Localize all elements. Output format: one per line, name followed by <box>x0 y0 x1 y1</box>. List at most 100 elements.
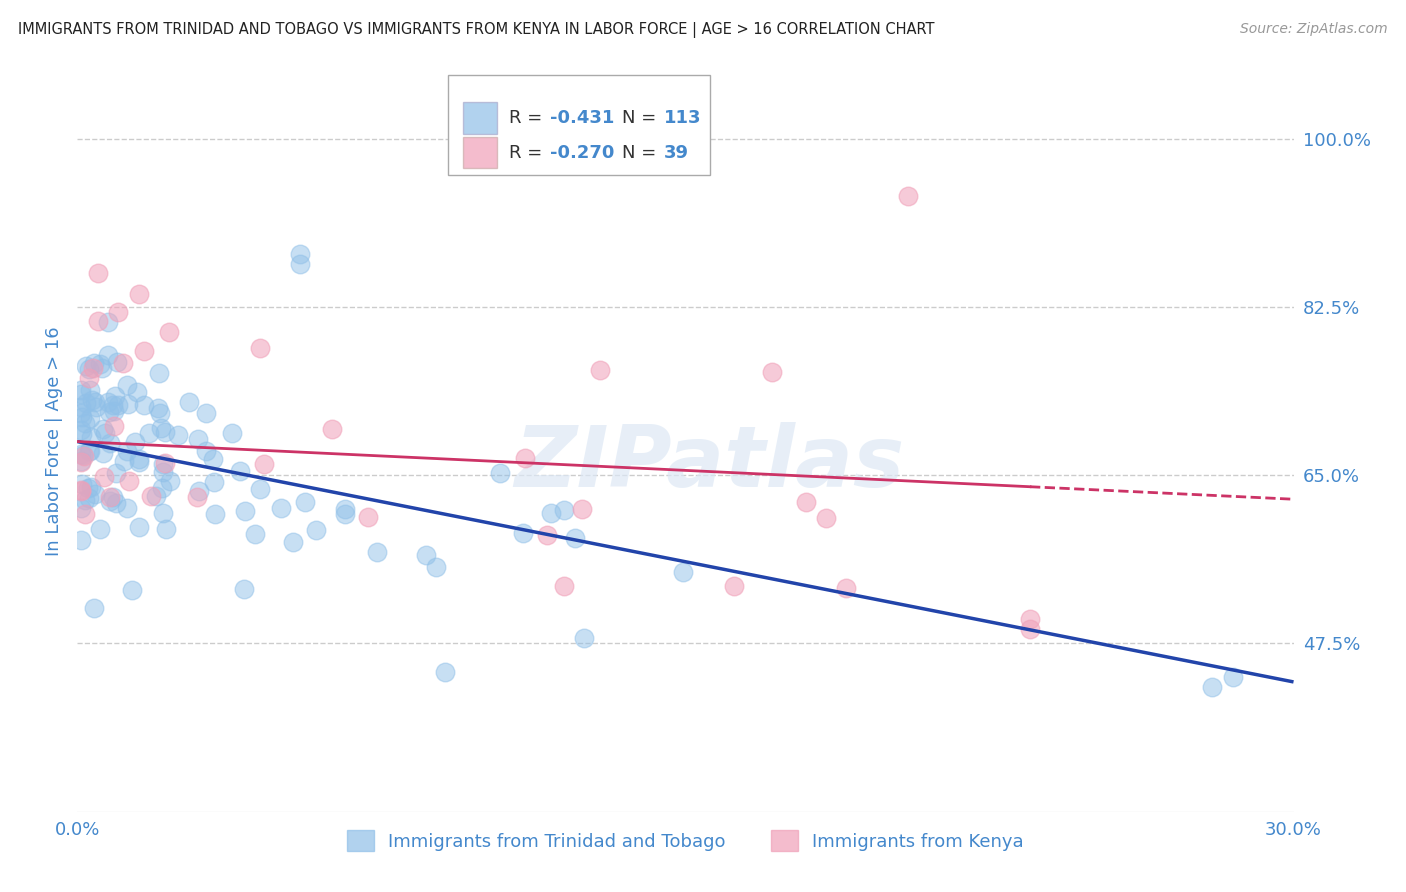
Point <box>152 465 174 479</box>
Point <box>157 325 180 339</box>
Point <box>117 475 139 489</box>
Point <box>97 347 120 361</box>
Point <box>177 395 200 409</box>
Point <box>515 450 537 465</box>
Point <box>121 583 143 598</box>
Point <box>70 387 93 401</box>
Point <box>434 665 457 680</box>
Point <box>148 367 170 381</box>
Point <box>93 469 115 483</box>
Point <box>103 398 125 412</box>
Point <box>202 475 225 489</box>
Bar <box>449 75 710 175</box>
Point <box>155 456 177 470</box>
Point <box>672 566 695 580</box>
Point <box>270 500 292 515</box>
Point <box>103 404 125 418</box>
Point <box>104 466 127 480</box>
Point <box>186 491 208 505</box>
Point <box>305 523 328 537</box>
Point <box>290 257 312 271</box>
Point <box>83 600 105 615</box>
Point <box>70 455 93 469</box>
Point <box>152 506 174 520</box>
Point <box>117 397 139 411</box>
Y-axis label: In Labor Force | Age > 16: In Labor Force | Age > 16 <box>45 326 63 557</box>
Point <box>89 357 111 371</box>
Point <box>94 425 117 440</box>
Point <box>100 436 122 450</box>
Point <box>70 454 93 468</box>
Point <box>79 444 101 458</box>
Point <box>84 401 107 415</box>
Point <box>98 491 121 505</box>
Point <box>75 396 97 410</box>
Point <box>70 423 93 437</box>
Point <box>77 362 100 376</box>
Point <box>512 525 534 540</box>
Point <box>90 360 112 375</box>
Point <box>75 493 97 508</box>
Point <box>125 384 148 399</box>
Point <box>82 361 104 376</box>
Point <box>80 480 103 494</box>
Point <box>79 371 101 385</box>
Text: R =: R = <box>509 144 548 161</box>
Point <box>540 507 562 521</box>
Point <box>72 427 94 442</box>
Point <box>366 544 388 558</box>
Point <box>155 522 177 536</box>
Text: 39: 39 <box>664 144 689 161</box>
Point <box>77 481 100 495</box>
Point <box>115 444 138 458</box>
Text: IMMIGRANTS FROM TRINIDAD AND TOBAGO VS IMMIGRANTS FROM KENYA IN LABOR FORCE | AG: IMMIGRANTS FROM TRINIDAD AND TOBAGO VS I… <box>18 22 935 38</box>
Point <box>112 454 135 468</box>
Point <box>243 527 266 541</box>
Legend: Immigrants from Trinidad and Tobago, Immigrants from Kenya: Immigrants from Trinidad and Tobago, Imm… <box>339 823 1032 858</box>
Point <box>1019 622 1042 636</box>
Point <box>128 455 150 469</box>
Point <box>82 392 104 407</box>
Point <box>83 395 105 409</box>
Point <box>167 428 190 442</box>
Point <box>97 405 120 419</box>
Point <box>86 266 108 280</box>
Point <box>571 502 593 516</box>
Point <box>553 502 575 516</box>
Point <box>233 582 256 596</box>
Point <box>283 535 305 549</box>
Bar <box>463 103 496 134</box>
Point <box>104 389 127 403</box>
Point <box>70 533 93 548</box>
Point <box>101 491 124 505</box>
Point <box>87 313 110 327</box>
Text: Source: ZipAtlas.com: Source: ZipAtlas.com <box>1240 22 1388 37</box>
Point <box>91 422 114 436</box>
Point <box>70 383 93 397</box>
Point <box>70 410 93 425</box>
Point <box>723 579 745 593</box>
Text: N =: N = <box>623 144 662 161</box>
Point <box>115 378 138 392</box>
Point <box>132 343 155 358</box>
Point <box>188 484 211 499</box>
Point <box>107 304 129 318</box>
Point <box>153 425 176 439</box>
Point <box>425 559 447 574</box>
Point <box>249 482 271 496</box>
Point <box>294 495 316 509</box>
Point <box>134 398 156 412</box>
Point <box>105 496 128 510</box>
Point <box>97 315 120 329</box>
Point <box>194 406 217 420</box>
Point <box>73 449 96 463</box>
Point <box>233 504 256 518</box>
Point <box>761 366 783 380</box>
Point <box>128 520 150 534</box>
Point <box>290 247 312 261</box>
Point <box>253 457 276 471</box>
Point <box>97 394 120 409</box>
Point <box>98 494 121 508</box>
Point <box>1019 612 1042 626</box>
Point <box>159 474 181 488</box>
